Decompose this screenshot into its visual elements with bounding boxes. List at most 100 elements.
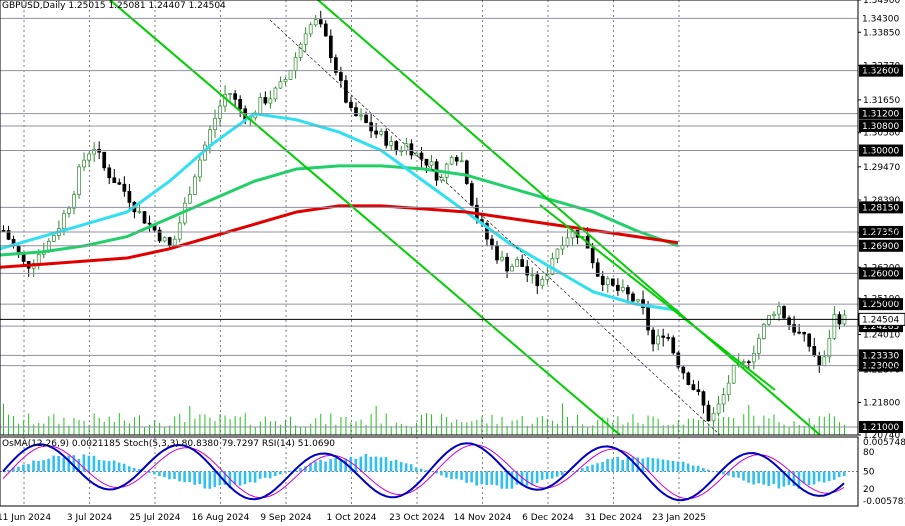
- level-label-box: [859, 64, 903, 77]
- current-price-box: [858, 312, 905, 326]
- osma-bar: [384, 457, 388, 472]
- candle-body: [102, 151, 107, 169]
- date-label: 3 Jul 2024: [67, 513, 112, 523]
- price-pane-frame: [0, 0, 859, 436]
- osma-bar: [228, 471, 232, 489]
- rsi-label: RSI(14) 51.0690: [261, 439, 336, 449]
- candle-body: [449, 157, 454, 165]
- osma-bar: [37, 461, 40, 472]
- candle-body: [117, 182, 122, 185]
- candle-body: [817, 355, 822, 366]
- osma-bar: [127, 466, 131, 472]
- candle-body: [228, 93, 232, 96]
- candle-body: [741, 361, 746, 364]
- candle-body: [600, 275, 605, 285]
- osma-bar: [238, 471, 242, 486]
- level-label: 1.27350: [862, 228, 899, 238]
- osma-bar: [399, 461, 403, 472]
- level-label-box: [859, 298, 903, 311]
- osma-bar: [757, 471, 760, 484]
- candle-body: [127, 191, 132, 203]
- candle-body: [273, 87, 278, 100]
- price-tick-label: 1.28390: [863, 196, 900, 206]
- candle-body: [535, 274, 540, 287]
- osma-bar: [435, 471, 438, 474]
- osma-bar: [253, 471, 257, 483]
- osma-bar: [92, 455, 96, 472]
- osma-bar: [137, 469, 141, 472]
- osma-bar: [374, 456, 378, 472]
- chart-header: GBPUSD,Daily 1.25015 1.25081 1.24407 1.2…: [2, 1, 226, 11]
- osma-bar: [183, 471, 186, 483]
- candle-body: [283, 79, 288, 83]
- level-label-box: [859, 421, 903, 434]
- osma-bar: [737, 471, 740, 478]
- osma-bar: [535, 471, 539, 484]
- osma-bar: [379, 457, 383, 472]
- osma-bar: [349, 456, 353, 472]
- osma-bar: [278, 471, 282, 475]
- osma-bar: [163, 471, 166, 478]
- candle-body: [520, 259, 525, 267]
- date-label: 25 Jul 2024: [130, 513, 181, 523]
- candle-body: [288, 69, 293, 80]
- osma-bar: [752, 471, 755, 485]
- osma-bar: [762, 471, 765, 485]
- candle-body: [208, 129, 212, 146]
- date-label: 9 Sep 2024: [260, 513, 312, 523]
- osma-bar: [324, 461, 327, 472]
- osma-bar: [409, 464, 413, 472]
- oscillator-panel: 0.0057486 -0.0057810 80 50 20: [0, 438, 905, 507]
- candle-body: [792, 324, 796, 333]
- date-label: 11 Jun 2024: [0, 513, 51, 523]
- osma-bar: [62, 457, 66, 472]
- osma-bar: [722, 471, 725, 475]
- level-label-box: [859, 201, 903, 214]
- candle-body: [661, 335, 666, 338]
- osma-bar: [354, 458, 358, 472]
- osma-bar: [827, 471, 831, 481]
- candle-body: [394, 141, 399, 152]
- candle-body: [666, 337, 671, 339]
- osma-bar: [525, 471, 529, 486]
- osma-bar: [832, 471, 836, 480]
- date-label: 23 Jan 2025: [652, 513, 706, 523]
- candle-body: [374, 130, 378, 135]
- candle-body: [142, 211, 147, 224]
- osma-bar: [621, 460, 624, 472]
- level-label-box: [859, 225, 903, 238]
- osma-bar: [707, 469, 710, 472]
- level-label: 1.24283: [862, 322, 899, 332]
- osma-bar: [591, 464, 594, 472]
- osma-bar: [309, 463, 312, 472]
- osma-bar: [807, 471, 811, 486]
- osma-bar: [802, 471, 806, 484]
- price-tick-label: 1.29470: [863, 163, 900, 173]
- osma-bar: [173, 471, 176, 480]
- channel-mid-line: [269, 19, 721, 436]
- osma-bar: [193, 471, 196, 485]
- osma-bar: [772, 471, 776, 485]
- osma-bar: [817, 471, 821, 482]
- osma-bar: [42, 460, 45, 472]
- date-label: 23 Oct 2024: [389, 513, 445, 523]
- candle-body: [162, 237, 167, 242]
- candle-body: [354, 107, 358, 117]
- price-tick-label: 1.34900: [863, 0, 900, 6]
- candle-body: [72, 194, 76, 209]
- date-label: 31 Dec 2024: [585, 513, 643, 523]
- osma-bar: [289, 470, 292, 472]
- candle-body: [429, 161, 434, 166]
- osma-bar: [611, 458, 614, 472]
- osma-bar: [7, 469, 10, 472]
- osma-bar: [369, 456, 373, 472]
- osma-bar: [67, 455, 71, 472]
- stoch-label: Stoch(5,3,3) 80.8380 79.7297: [123, 439, 259, 449]
- osma-min-label: -0.0057810: [863, 497, 905, 507]
- ema-green-line: [0, 164, 679, 257]
- stoch-level-label: 20: [863, 485, 875, 495]
- level-label: 1.30800: [862, 122, 899, 132]
- osma-bar: [792, 471, 796, 487]
- osma-max-label: 0.0057486: [863, 438, 905, 448]
